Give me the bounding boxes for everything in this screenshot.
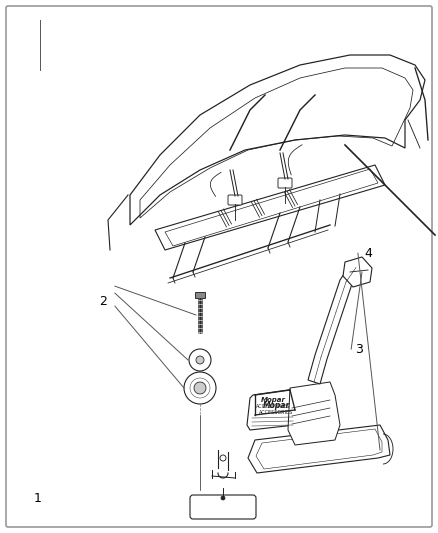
Polygon shape [288,382,340,445]
FancyBboxPatch shape [228,195,242,205]
Bar [195,292,205,298]
Text: 3: 3 [355,343,363,356]
FancyBboxPatch shape [6,6,432,527]
Polygon shape [248,425,390,473]
Text: 4: 4 [364,247,372,260]
Circle shape [220,455,226,461]
Text: Mopar: Mopar [262,401,290,410]
Circle shape [189,349,211,371]
Polygon shape [343,257,372,287]
Circle shape [194,382,206,394]
Text: ACCESSORIES: ACCESSORIES [256,405,290,409]
Polygon shape [308,265,362,384]
Polygon shape [247,389,302,430]
Text: 2: 2 [99,295,107,308]
Circle shape [221,496,225,500]
FancyBboxPatch shape [190,495,256,519]
Text: 1: 1 [33,492,41,505]
FancyBboxPatch shape [278,178,292,188]
Polygon shape [130,55,425,225]
Polygon shape [155,165,385,250]
Circle shape [196,356,204,364]
Text: Mopar: Mopar [261,397,286,403]
Text: ACCESSORIES: ACCESSORIES [259,410,293,416]
Circle shape [184,372,216,404]
